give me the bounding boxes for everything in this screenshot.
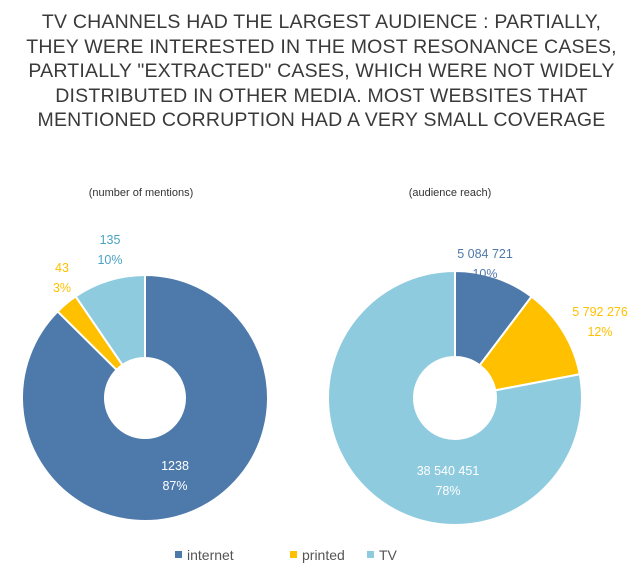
value-label-tv: 38 540 451: [417, 464, 480, 478]
legend-label-printed: printed: [302, 547, 345, 563]
percent-label-internet: 10%: [472, 267, 497, 281]
legend-swatch-printed: [290, 551, 297, 558]
legend-swatch-tv: [367, 551, 374, 558]
donut-mentions: 1238 87% 43 3% 135 10%: [21, 233, 269, 522]
value-label-internet: 5 084 721: [457, 247, 513, 261]
chart-title: TV CHANNELS HAD THE LARGEST AUDIENCE : P…: [0, 10, 643, 133]
value-label-printed: 5 792 276: [572, 305, 628, 319]
title-line: THEY WERE INTERESTED IN THE MOST RESONAN…: [26, 35, 617, 58]
legend: internet printed TV: [175, 547, 398, 563]
slice-tv: [327, 269, 583, 526]
subtitle-audience: (audience reach): [409, 187, 492, 199]
title-line: MENTIONED CORRUPTION HAD A VERY SMALL CO…: [37, 109, 606, 131]
percent-label-printed: 3%: [53, 281, 71, 295]
title-line: TV CHANNELS HAD THE LARGEST AUDIENCE : P…: [41, 11, 602, 33]
title-line: DISTRIBUTED IN OTHER MEDIA. MOST WEBSITE…: [55, 84, 588, 107]
slice-tv: [74, 273, 146, 367]
donut-audience: 5 084 721 10% 5 792 276 12% 38 540 451 78%: [327, 247, 628, 526]
legend-label-tv: TV: [379, 547, 398, 563]
percent-label-internet: 87%: [162, 479, 187, 493]
value-label-tv: 135: [100, 233, 121, 247]
subtitle-mentions: (number of mentions): [89, 187, 194, 199]
legend-label-internet: internet: [187, 547, 234, 563]
percent-label-tv: 10%: [97, 253, 122, 267]
value-label-printed: 43: [55, 261, 69, 275]
value-label-internet: 1238: [161, 459, 189, 473]
title-line: PARTIALLY "EXTRACTED" CASES, WHICH WERE …: [28, 60, 615, 82]
percent-label-printed: 12%: [587, 325, 612, 339]
legend-swatch-internet: [175, 551, 182, 558]
percent-label-tv: 78%: [435, 484, 460, 498]
slice-internet: [21, 273, 269, 522]
